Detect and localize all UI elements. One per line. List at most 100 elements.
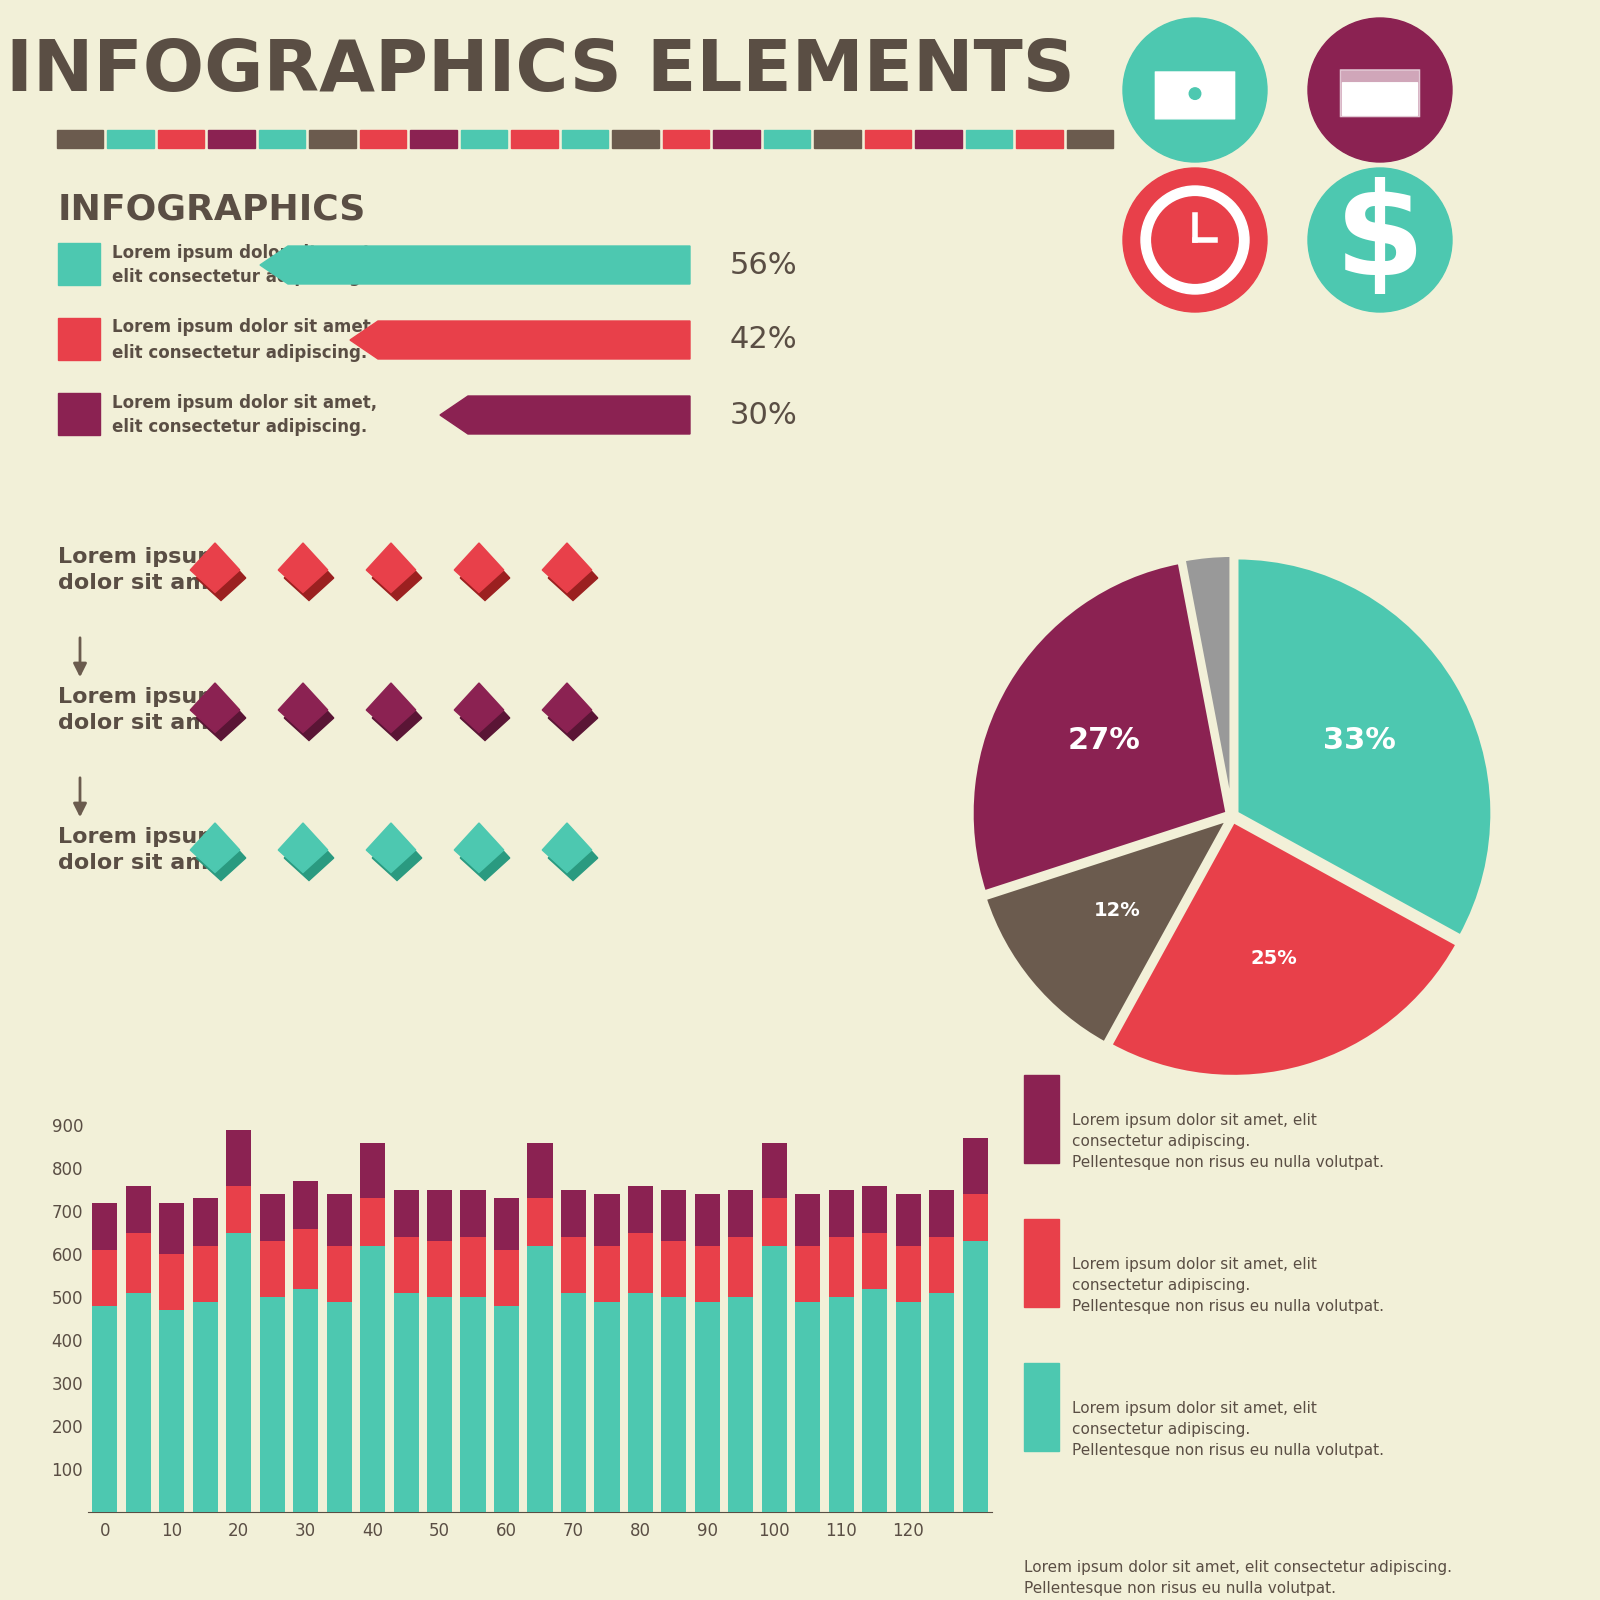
Bar bbox=[595, 1194, 619, 1246]
Text: Lorem ipsum
dolor sit amet: Lorem ipsum dolor sit amet bbox=[58, 686, 234, 733]
Bar bbox=[360, 130, 406, 149]
Bar bbox=[728, 1190, 754, 1237]
Bar bbox=[259, 130, 306, 149]
Polygon shape bbox=[373, 691, 422, 741]
Bar bbox=[107, 130, 154, 149]
Bar bbox=[930, 1237, 954, 1293]
Bar bbox=[360, 1142, 386, 1198]
Bar bbox=[627, 1293, 653, 1512]
Bar bbox=[595, 1301, 619, 1512]
Circle shape bbox=[1123, 168, 1267, 312]
Bar bbox=[829, 1190, 854, 1237]
Polygon shape bbox=[197, 830, 246, 880]
Polygon shape bbox=[440, 395, 690, 434]
Bar bbox=[661, 1242, 686, 1298]
Polygon shape bbox=[549, 550, 598, 600]
Polygon shape bbox=[190, 683, 240, 733]
Bar bbox=[528, 1142, 552, 1198]
Bar bbox=[662, 130, 709, 149]
Circle shape bbox=[1141, 186, 1250, 294]
Bar bbox=[226, 1186, 251, 1234]
Bar bbox=[627, 1186, 653, 1234]
Bar bbox=[930, 1293, 954, 1512]
FancyBboxPatch shape bbox=[1155, 72, 1235, 118]
Text: 30%: 30% bbox=[730, 400, 798, 429]
Bar bbox=[427, 1242, 453, 1298]
Text: Lorem ipsum
dolor sit amet: Lorem ipsum dolor sit amet bbox=[58, 827, 234, 874]
Wedge shape bbox=[1184, 555, 1232, 811]
Polygon shape bbox=[285, 691, 334, 741]
Bar bbox=[394, 1190, 419, 1237]
Bar bbox=[58, 318, 99, 360]
Bar bbox=[661, 1190, 686, 1242]
Polygon shape bbox=[197, 691, 246, 741]
Polygon shape bbox=[549, 691, 598, 741]
Bar bbox=[963, 1242, 987, 1512]
Polygon shape bbox=[373, 550, 422, 600]
Polygon shape bbox=[461, 830, 510, 880]
Bar bbox=[963, 1194, 987, 1242]
Bar bbox=[963, 1138, 987, 1194]
Bar bbox=[427, 1298, 453, 1512]
Text: Lorem ipsum dolor sit amet, elit
consectetur adipiscing.
Pellentesque non risus : Lorem ipsum dolor sit amet, elit consect… bbox=[1072, 1114, 1384, 1170]
Polygon shape bbox=[366, 542, 416, 592]
Bar bbox=[192, 1246, 218, 1301]
Bar bbox=[829, 1298, 854, 1512]
Bar bbox=[461, 1190, 485, 1237]
Bar bbox=[293, 1288, 318, 1512]
Bar bbox=[394, 1237, 419, 1293]
Bar bbox=[259, 1298, 285, 1512]
Bar bbox=[762, 1142, 787, 1198]
Polygon shape bbox=[542, 542, 592, 592]
Bar bbox=[293, 1229, 318, 1288]
Bar bbox=[410, 130, 458, 149]
Bar bbox=[360, 1198, 386, 1246]
Text: Lorem ipsum dolor sit amet,
elit consectetur adipiscing.: Lorem ipsum dolor sit amet, elit consect… bbox=[112, 318, 378, 362]
Circle shape bbox=[1152, 197, 1238, 283]
Bar bbox=[763, 130, 810, 149]
Circle shape bbox=[1309, 18, 1453, 162]
Text: Lorem ipsum dolor sit amet, elit
consectetur adipiscing.
Pellentesque non risus : Lorem ipsum dolor sit amet, elit consect… bbox=[1072, 1402, 1384, 1458]
Bar bbox=[192, 1198, 218, 1246]
Text: Lorem ipsum dolor sit amet,
elit consectetur adipiscing.: Lorem ipsum dolor sit amet, elit consect… bbox=[112, 243, 378, 286]
Circle shape bbox=[1189, 88, 1200, 99]
Wedge shape bbox=[1237, 557, 1493, 936]
Bar bbox=[158, 130, 205, 149]
Text: INFOGRAPHICS: INFOGRAPHICS bbox=[58, 194, 366, 227]
Bar bbox=[427, 1190, 453, 1242]
Polygon shape bbox=[350, 322, 690, 358]
FancyBboxPatch shape bbox=[1341, 70, 1419, 117]
Bar bbox=[226, 1130, 251, 1186]
Bar bbox=[360, 1246, 386, 1512]
Bar bbox=[126, 1186, 150, 1234]
Text: 42%: 42% bbox=[730, 325, 798, 355]
Bar bbox=[512, 130, 558, 149]
Text: 33%: 33% bbox=[1323, 726, 1397, 755]
Bar bbox=[494, 1306, 518, 1512]
Bar bbox=[661, 1298, 686, 1512]
Polygon shape bbox=[278, 542, 328, 592]
Polygon shape bbox=[278, 683, 328, 733]
Bar bbox=[126, 1293, 150, 1512]
Bar bbox=[627, 1234, 653, 1293]
Bar bbox=[494, 1198, 518, 1250]
Bar bbox=[309, 130, 355, 149]
Bar bbox=[58, 394, 99, 435]
Polygon shape bbox=[285, 550, 334, 600]
Bar bbox=[93, 1203, 117, 1250]
Bar bbox=[814, 130, 861, 149]
Wedge shape bbox=[971, 562, 1227, 893]
Bar bbox=[795, 1246, 821, 1301]
Bar bbox=[126, 1234, 150, 1293]
Polygon shape bbox=[366, 822, 416, 872]
Polygon shape bbox=[190, 542, 240, 592]
Polygon shape bbox=[461, 691, 510, 741]
Polygon shape bbox=[366, 683, 416, 733]
Text: Lorem ipsum dolor sit amet, elit
consectetur adipiscing.
Pellentesque non risus : Lorem ipsum dolor sit amet, elit consect… bbox=[1072, 1258, 1384, 1314]
Bar bbox=[862, 1234, 888, 1288]
Bar bbox=[795, 1194, 821, 1246]
Text: 27%: 27% bbox=[1067, 726, 1141, 755]
Circle shape bbox=[1309, 168, 1453, 312]
Bar bbox=[394, 1293, 419, 1512]
Polygon shape bbox=[278, 822, 328, 872]
